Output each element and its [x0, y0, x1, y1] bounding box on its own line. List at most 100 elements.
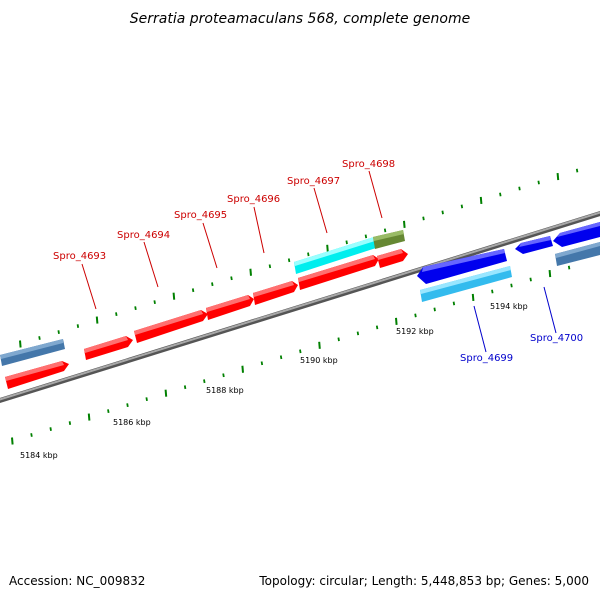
inner-tick [529, 277, 532, 282]
outer-tick [211, 282, 214, 287]
outer-tick [95, 316, 99, 324]
inner-tick [30, 433, 33, 437]
outer-tick [326, 244, 329, 252]
outer-tick [38, 336, 41, 340]
inner-tick [491, 289, 494, 294]
outer-tick [364, 234, 368, 239]
inner-tick [567, 265, 571, 270]
inner-tick [299, 349, 302, 354]
inner-tick [375, 325, 379, 330]
inner-tick [356, 331, 360, 336]
gene-Spro_4698[interactable] [377, 249, 408, 268]
gene-rev-1[interactable] [417, 249, 507, 284]
gene-rev-2[interactable] [515, 236, 553, 254]
inner-tick [318, 341, 321, 349]
forward-strand-genes [0, 230, 408, 389]
inner-tick [433, 307, 436, 312]
gene-Spro_4700[interactable] [553, 222, 600, 247]
inner-tick [279, 355, 283, 360]
inner-tick [548, 269, 552, 278]
gene-Spro_4695[interactable] [206, 295, 254, 320]
outer-tick [153, 300, 156, 305]
reverse-strand-genes [417, 222, 600, 302]
outer-tick [537, 180, 540, 185]
tick-labels: 5184 kbp 5186 kbp 5188 kbp 5190 kbp 5192… [20, 302, 528, 460]
gene-left-red[interactable] [5, 361, 69, 389]
genome-backbone [0, 210, 600, 404]
inner-tick [222, 373, 225, 378]
inner-tick [337, 337, 340, 342]
inner-tick [126, 403, 129, 408]
outer-tick [345, 240, 348, 245]
label-Spro_4694: Spro_4694 [117, 230, 170, 241]
gene-rev-other[interactable] [555, 242, 600, 266]
inner-tick [203, 379, 206, 384]
label-Spro_4699: Spro_4699 [460, 353, 513, 364]
inner-tick [11, 437, 14, 445]
tick-label-5188: 5188 kbp [206, 386, 244, 395]
outer-tick [19, 340, 22, 348]
inner-tick [395, 317, 398, 325]
outer-tick [307, 252, 310, 257]
inner-tick [164, 389, 168, 397]
gene-Spro_4698-pseudo[interactable] [373, 230, 405, 249]
outer-tick [460, 204, 464, 209]
outer-tick [191, 288, 195, 293]
inner-tick [241, 365, 244, 373]
tick-label-5184: 5184 kbp [20, 451, 58, 460]
outer-tick [556, 172, 560, 181]
inner-tick [107, 409, 110, 414]
tick-label-5192: 5192 kbp [396, 327, 434, 336]
outer-tick [57, 330, 60, 334]
accession-text: Accession: NC_009832 [9, 574, 145, 588]
outer-tick [441, 210, 444, 215]
outer-tick [575, 168, 579, 173]
outer-tick [268, 264, 272, 269]
inner-tick [145, 397, 148, 402]
genome-summary-text: Topology: circular; Length: 5,448,853 bp… [258, 574, 589, 588]
inner-tick-track [11, 265, 571, 445]
inner-tick [471, 293, 475, 302]
label-Spro_4695: Spro_4695 [174, 210, 227, 221]
gene-Spro_4699[interactable] [420, 266, 512, 302]
outer-tick [230, 276, 233, 281]
label-Spro_4697: Spro_4697 [287, 176, 340, 187]
outer-tick [422, 216, 425, 221]
tick-label-5190: 5190 kbp [300, 356, 338, 365]
inner-tick [183, 385, 187, 390]
gene-labels: Spro_4693 Spro_4694 Spro_4695 Spro_4696 … [53, 159, 583, 364]
outer-tick [76, 324, 80, 328]
tick-label-5186: 5186 kbp [113, 418, 151, 427]
label-Spro_4696: Spro_4696 [227, 194, 280, 205]
inner-tick [260, 361, 264, 366]
outer-tick [287, 258, 291, 263]
outer-tick-track [19, 168, 579, 348]
outer-tick [403, 220, 406, 228]
inner-tick [87, 413, 91, 421]
outer-tick [134, 306, 137, 311]
outer-tick [249, 268, 252, 276]
gene-Spro_4697[interactable] [298, 255, 379, 290]
inner-tick [452, 301, 456, 306]
label-leaders [81, 170, 557, 353]
gene-Spro_4697-rna[interactable] [294, 237, 376, 274]
outer-tick [499, 192, 502, 197]
genome-title: Serratia proteamaculans 568, complete ge… [130, 11, 470, 27]
gene-Spro_4693[interactable] [84, 336, 133, 360]
inner-tick [49, 427, 52, 431]
tick-label-5194: 5194 kbp [490, 302, 528, 311]
gene-Spro_4694[interactable] [134, 310, 208, 343]
outer-tick [383, 228, 387, 233]
outer-tick [172, 292, 176, 300]
gene-Spro_4696[interactable] [253, 281, 298, 305]
outer-tick [518, 186, 521, 191]
gene-left-other[interactable] [0, 339, 65, 366]
label-Spro_4700: Spro_4700 [530, 333, 583, 344]
label-Spro_4693: Spro_4693 [53, 251, 106, 262]
outer-tick [479, 196, 483, 205]
inner-tick [414, 313, 417, 318]
inner-tick [510, 283, 513, 288]
label-Spro_4698: Spro_4698 [342, 159, 395, 170]
inner-tick [68, 421, 72, 425]
